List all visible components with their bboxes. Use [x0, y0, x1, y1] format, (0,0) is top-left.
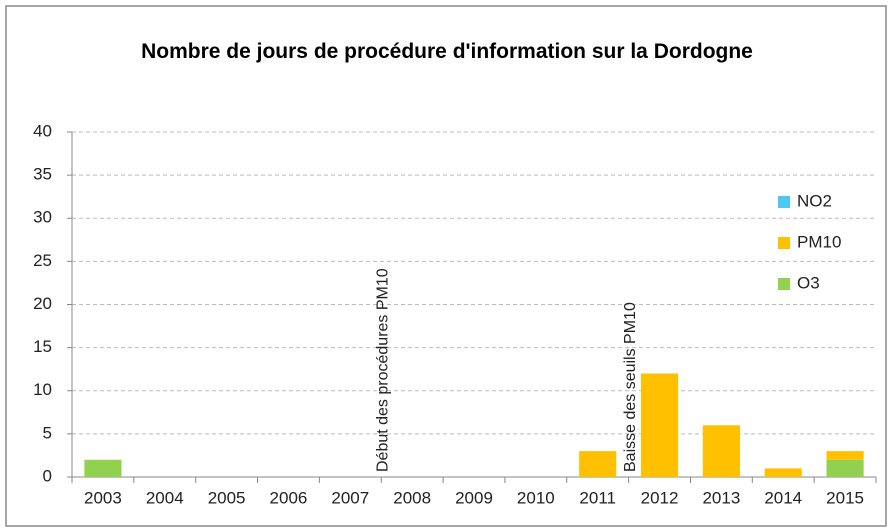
- y-tick-label: 20: [33, 294, 52, 313]
- x-tick-label: 2008: [393, 488, 431, 507]
- legend-label: NO2: [797, 191, 832, 210]
- x-tick-label: 2004: [146, 488, 184, 507]
- legend-label: PM10: [797, 232, 841, 251]
- y-tick-label: 0: [43, 466, 52, 485]
- annotation: Baisse des seuils PM10: [622, 302, 639, 472]
- x-tick-label: 2014: [764, 488, 802, 507]
- legend-swatch: [778, 278, 790, 290]
- x-tick-label: 2010: [517, 488, 555, 507]
- y-tick-label: 40: [33, 121, 52, 140]
- x-tick-label: 2011: [579, 488, 616, 507]
- chart-title: Nombre de jours de procédure d'informati…: [141, 40, 753, 63]
- x-tick-label: 2005: [208, 488, 246, 507]
- x-tick-label: 2009: [455, 488, 493, 507]
- bar: [826, 451, 864, 460]
- x-tick-label: 2013: [702, 488, 740, 507]
- x-tick-label: 2015: [826, 488, 864, 507]
- legend-label: O3: [797, 273, 820, 292]
- frame: [5, 5, 887, 527]
- legend-swatch: [778, 196, 790, 208]
- y-tick-label: 15: [33, 337, 52, 356]
- y-tick-label: 10: [33, 380, 52, 399]
- annotation: Début des procédures PM10: [374, 268, 391, 472]
- bar: [579, 451, 617, 477]
- x-tick-label: 2012: [641, 488, 679, 507]
- bar: [702, 425, 740, 477]
- legend-swatch: [778, 237, 790, 249]
- bar: [764, 468, 802, 477]
- y-tick-label: 30: [33, 208, 52, 227]
- x-tick-label: 2006: [270, 488, 308, 507]
- x-tick-label: 2003: [84, 488, 122, 507]
- y-tick-label: 35: [33, 165, 52, 184]
- y-tick-label: 5: [43, 423, 52, 442]
- y-tick-label: 25: [33, 251, 52, 270]
- bar: [640, 373, 679, 477]
- bar: [826, 459, 864, 477]
- x-tick-label: 2007: [331, 488, 369, 507]
- bar: [84, 459, 122, 477]
